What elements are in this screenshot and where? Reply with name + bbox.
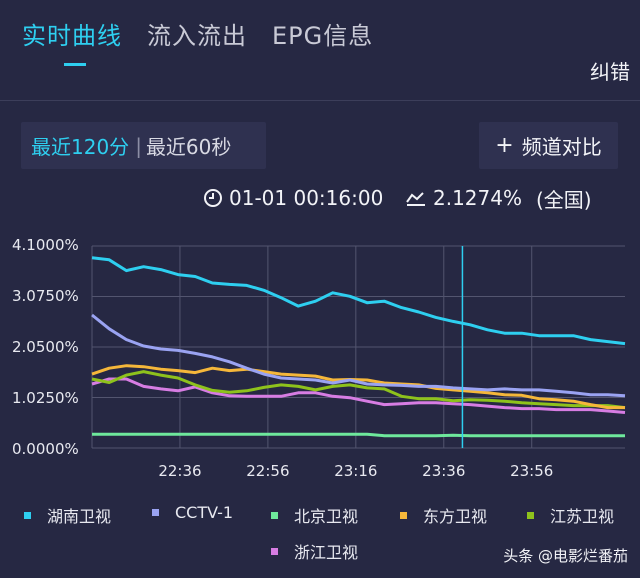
legend-swatch [527, 511, 534, 519]
legend-label: 东方卫视 [423, 507, 488, 526]
legend-swatch [152, 509, 159, 516]
y-tick-label: 3.0750% [12, 287, 79, 305]
watermark-text: 头条 @电影烂番茄 [503, 547, 628, 565]
trend-icon [406, 192, 425, 206]
legend-beijing-tv[interactable]: 北京卫视 [271, 503, 358, 527]
legend-swatch [24, 511, 31, 519]
legend-label: 浙江卫视 [294, 543, 359, 562]
x-axis-ticks: 22:36 22:56 23:16 23:36 23:56 [158, 462, 553, 480]
series-line [91, 364, 625, 410]
rating-scope: (全国) [535, 187, 592, 212]
clock-icon [204, 189, 222, 207]
x-tick-label: 22:36 [158, 462, 201, 480]
header-divider [0, 100, 640, 101]
legend-dragon-tv[interactable]: 东方卫视 [400, 503, 487, 527]
x-tick-label: 22:56 [246, 462, 289, 480]
correct-error-button[interactable]: 纠错 [590, 60, 630, 84]
legend-cctv1[interactable]: CCTV-1 [152, 503, 233, 522]
x-tick-label: 23:16 [334, 462, 377, 480]
series-line [91, 256, 626, 346]
current-time-readout: 01-01 00:16:00 [203, 184, 383, 212]
series-line [91, 377, 626, 414]
current-rating-value: 2.1274% [433, 186, 522, 210]
legend-label: 北京卫视 [294, 507, 359, 526]
series-line [92, 432, 625, 438]
legend-hunan-tv[interactable]: 湖南卫视 [24, 503, 111, 527]
legend-swatch [400, 511, 407, 519]
realtime-rating-chart: 22:36 22:56 23:16 23:36 23:56 [91, 245, 626, 480]
legend-swatch [271, 547, 278, 555]
compare-label: 频道对比 [521, 135, 602, 159]
legend-label: 江苏卫视 [550, 507, 615, 526]
series-line [91, 313, 626, 398]
legend-zhejiang-tv[interactable]: 浙江卫视 [271, 539, 358, 563]
y-tick-label: 0.0000% [12, 440, 79, 458]
range-60-sec[interactable]: 最近60秒 [145, 135, 232, 159]
legend-label: 湖南卫视 [47, 507, 112, 526]
y-tick-label: 4.1000% [12, 236, 79, 254]
tab-bar: 实时曲线 流入流出 EPG信息 纠错 [0, 0, 640, 100]
x-tick-label: 23:56 [510, 462, 553, 480]
series-line [91, 370, 626, 410]
range-120-min[interactable]: 最近120分 [31, 135, 130, 159]
x-tick-label: 23:36 [422, 462, 465, 480]
legend-jiangsu-tv[interactable]: 江苏卫视 [527, 503, 614, 527]
y-tick-label: 1.0250% [12, 389, 79, 407]
y-tick-label: 2.0500% [12, 338, 79, 356]
range-separator: | [135, 133, 142, 158]
plus-icon: + [495, 133, 514, 158]
tab-epg-info[interactable]: EPG信息 [272, 22, 374, 50]
current-rating-readout: 2.1274% (全国) [405, 184, 592, 212]
legend-swatch [271, 511, 278, 519]
legend-label: CCTV-1 [175, 503, 234, 522]
channel-compare-button[interactable]: + 频道对比 [479, 122, 618, 169]
time-range-toggle: 最近120分 | 最近60秒 [21, 122, 266, 169]
chart-grid [91, 245, 625, 449]
tab-realtime-curve[interactable]: 实时曲线 [22, 22, 122, 50]
active-tab-indicator [64, 63, 86, 66]
tab-inflow-outflow[interactable]: 流入流出 [147, 22, 247, 50]
current-time-value: 01-01 00:16:00 [229, 186, 384, 210]
chart-series [91, 256, 626, 438]
